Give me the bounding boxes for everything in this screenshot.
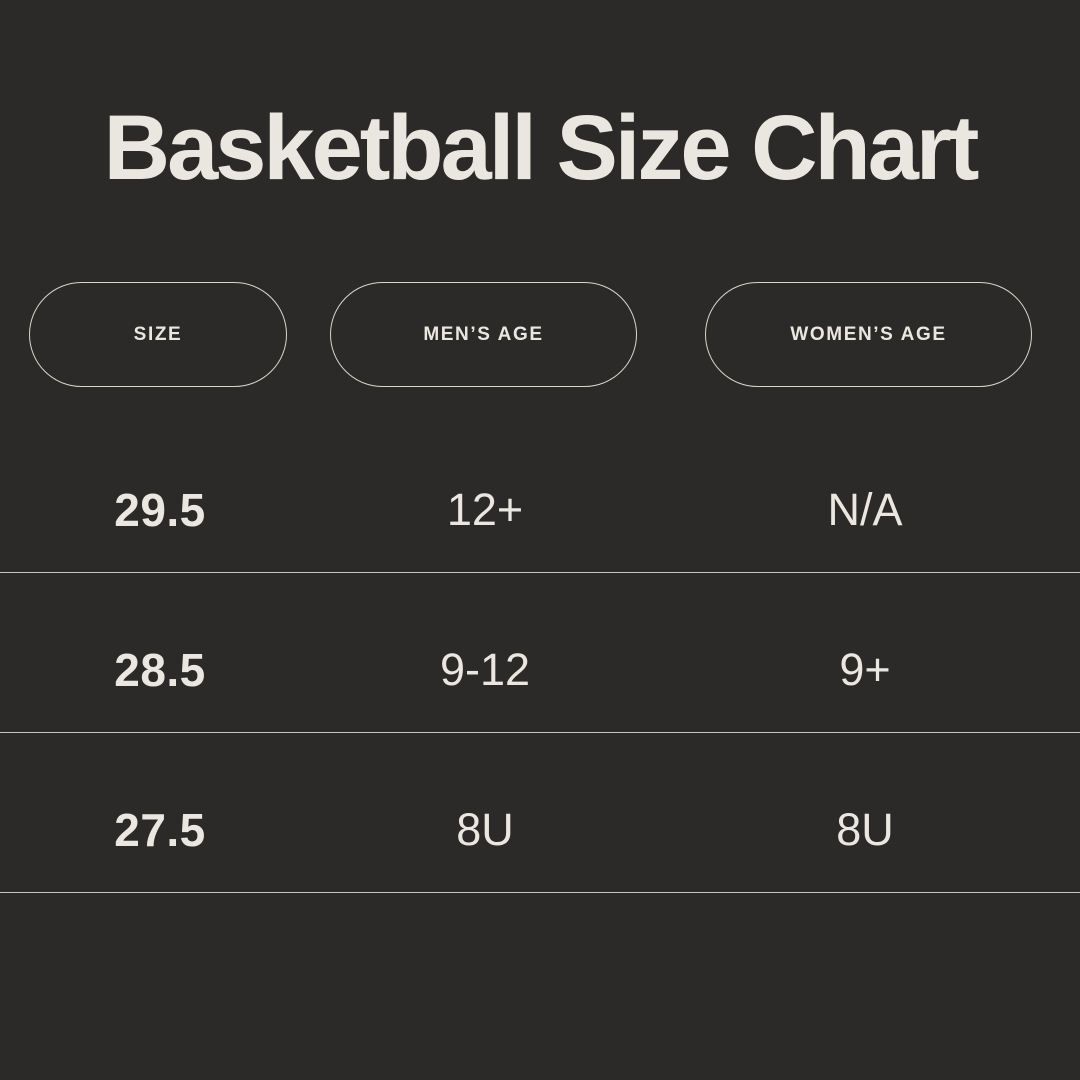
cell-mens-age: 12+ [446,483,524,535]
size-table: 29.5 12+ N/A 28.5 9-12 9+ 27.5 8U 8U [0,413,1080,893]
column-header-pill-mens-age: MEN’S AGE [330,282,637,387]
cell-mens-age: 9-12 [439,643,531,695]
cell-womens-age: 8U [836,803,894,855]
table-row: 27.5 8U 8U [0,733,1080,893]
column-header-label-womens-age: WOMEN’S AGE [790,323,947,345]
column-header-pill-womens-age: WOMEN’S AGE [705,282,1032,387]
table-row: 28.5 9-12 9+ [0,573,1080,733]
column-header-pill-size: SIZE [29,282,287,387]
cell-size: 28.5 [114,643,206,696]
table-row: 29.5 12+ N/A [0,413,1080,573]
cell-size: 29.5 [114,483,206,536]
cell-mens-age: 8U [456,803,514,855]
cell-womens-age: N/A [827,483,903,535]
column-header-label-size: SIZE [133,323,183,345]
column-header-label-mens-age: MEN’S AGE [423,323,544,345]
page-title: Basketball Size Chart [103,97,980,199]
cell-size: 27.5 [114,803,206,856]
cell-womens-age: 9+ [839,643,891,695]
